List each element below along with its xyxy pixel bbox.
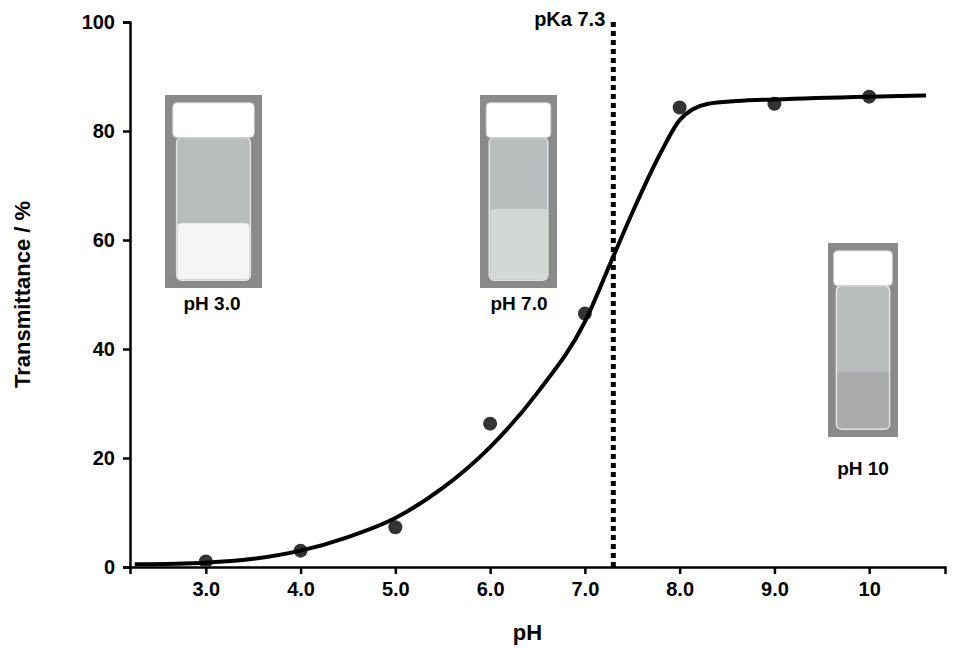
tick-mark [300,567,303,574]
fit-curve [135,96,926,565]
tick-mark [868,567,871,574]
chart: pH 3.0 pH 7.0 pH 10 3.0 4.0 5.0 6.0 7.0 8.0 9.0 10… [0,0,964,652]
photo-label: pH 10 [837,458,889,479]
tick-label: 100 [82,11,115,33]
tick: 20 [93,447,130,469]
tick-label: 6.0 [477,578,505,600]
tick-mark [679,567,682,574]
tick-mark [395,567,398,574]
photo-label: pH 3.0 [183,293,240,314]
photo-background [165,95,262,288]
tick-label: 80 [93,120,115,142]
tick-label: 5.0 [382,578,410,600]
tick-label: 4.0 [287,578,315,600]
photo-background [828,243,898,437]
tick: 9.0 [761,567,789,600]
tick-label: 40 [93,338,115,360]
vial-liquid [490,209,547,279]
tick-label: 8.0 [666,578,694,600]
tick-mark [123,239,130,242]
axis-line [131,568,946,575]
tick: 0 [104,556,130,578]
tick-label: 3.0 [192,578,220,600]
tick: 5.0 [382,567,410,600]
photo-insets [165,95,898,437]
tick-label: 7.0 [571,578,599,600]
vial-glass [177,137,251,280]
reference-line [611,22,616,567]
tick-mark [123,21,130,24]
tick: 80 [93,120,130,142]
vial-cap [486,103,551,138]
y-axis-title: Transmittance / % [10,201,35,388]
tick-mark [584,567,587,574]
tick: 6.0 [477,567,505,600]
plot-area [135,22,926,567]
tick-mark [123,566,130,569]
tick-mark [205,567,208,574]
vial-liquid [837,372,888,428]
photo-label: pH 7.0 [490,293,547,314]
data-point [673,101,687,115]
tick-label: 9.0 [761,578,789,600]
tick-mark [774,567,777,574]
tick: 8.0 [666,567,694,600]
axis-line [123,23,131,568]
tick: 40 [93,338,130,360]
y-axis: 0 20 40 60 80 100 [82,11,131,578]
tick-mark [489,567,492,574]
tick-label: 0 [104,556,115,578]
tick-label: 20 [93,447,115,469]
vial-cap [834,251,893,286]
tick-mark [123,457,130,460]
tick: 3.0 [192,567,220,600]
tick-mark [123,130,130,133]
photo-background [480,95,557,288]
tick: 7.0 [571,567,599,600]
x-axis: 3.0 4.0 5.0 6.0 7.0 8.0 9.0 10 [131,567,946,600]
tick: 10 [859,567,881,600]
tick: 100 [82,11,130,33]
tick: 60 [93,229,130,251]
vial-glass [489,137,548,280]
tick-label: 60 [93,229,115,251]
annotation-label: pKa 7.3 [534,8,605,30]
tick-mark [123,348,130,351]
vial-photo [480,95,557,288]
x-axis-title: pH [513,620,542,645]
vial-glass [836,286,889,430]
vial-liquid [178,223,250,279]
tick-label: 10 [859,578,881,600]
vial-photo [165,95,262,288]
data-point [483,417,497,431]
vial-photo [828,243,898,437]
vial-cap [173,103,254,138]
tick: 4.0 [287,567,315,600]
